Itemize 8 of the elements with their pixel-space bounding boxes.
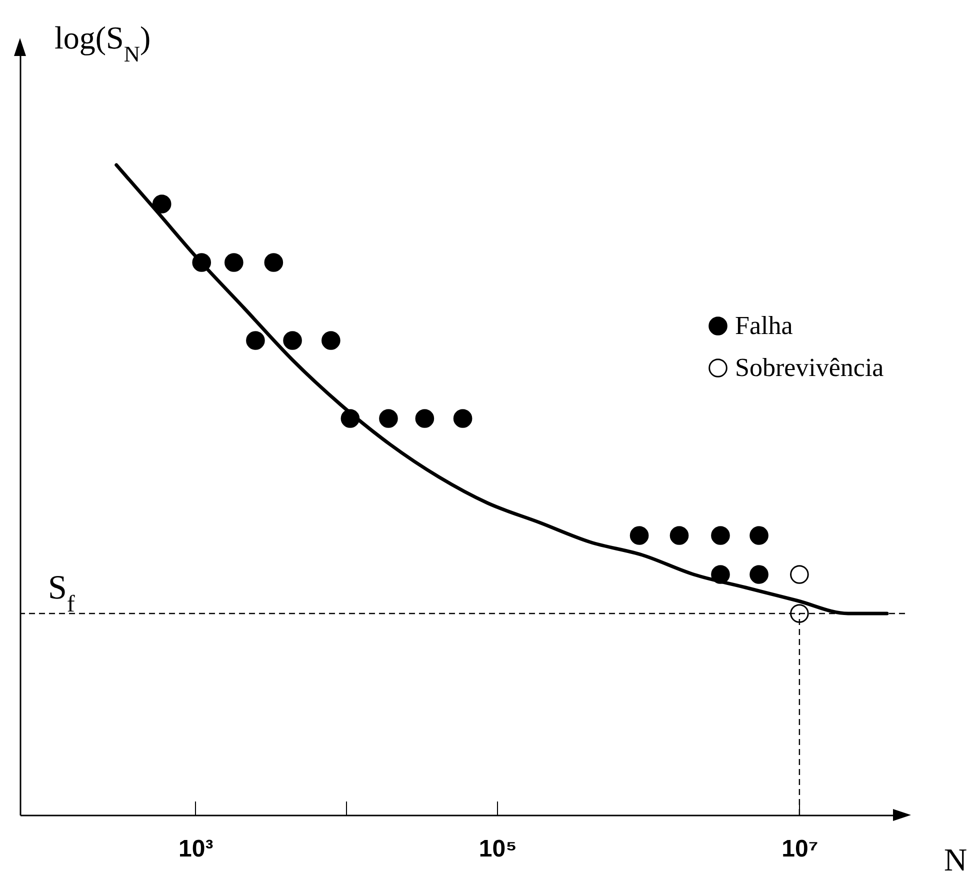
x-axis-title: N (944, 842, 968, 878)
x-tick-label: 10³ (178, 836, 214, 862)
x-tick-label: 10⁵ (478, 836, 517, 862)
ref-line-label: S$_{f}$ (48, 570, 75, 618)
y-axis-title: log(S$_{N}$) (54, 20, 151, 66)
legend-label: Sobrevivência (735, 353, 884, 382)
x-tick-label: 10⁷ (782, 836, 818, 862)
legend-label: Falha (735, 311, 794, 340)
